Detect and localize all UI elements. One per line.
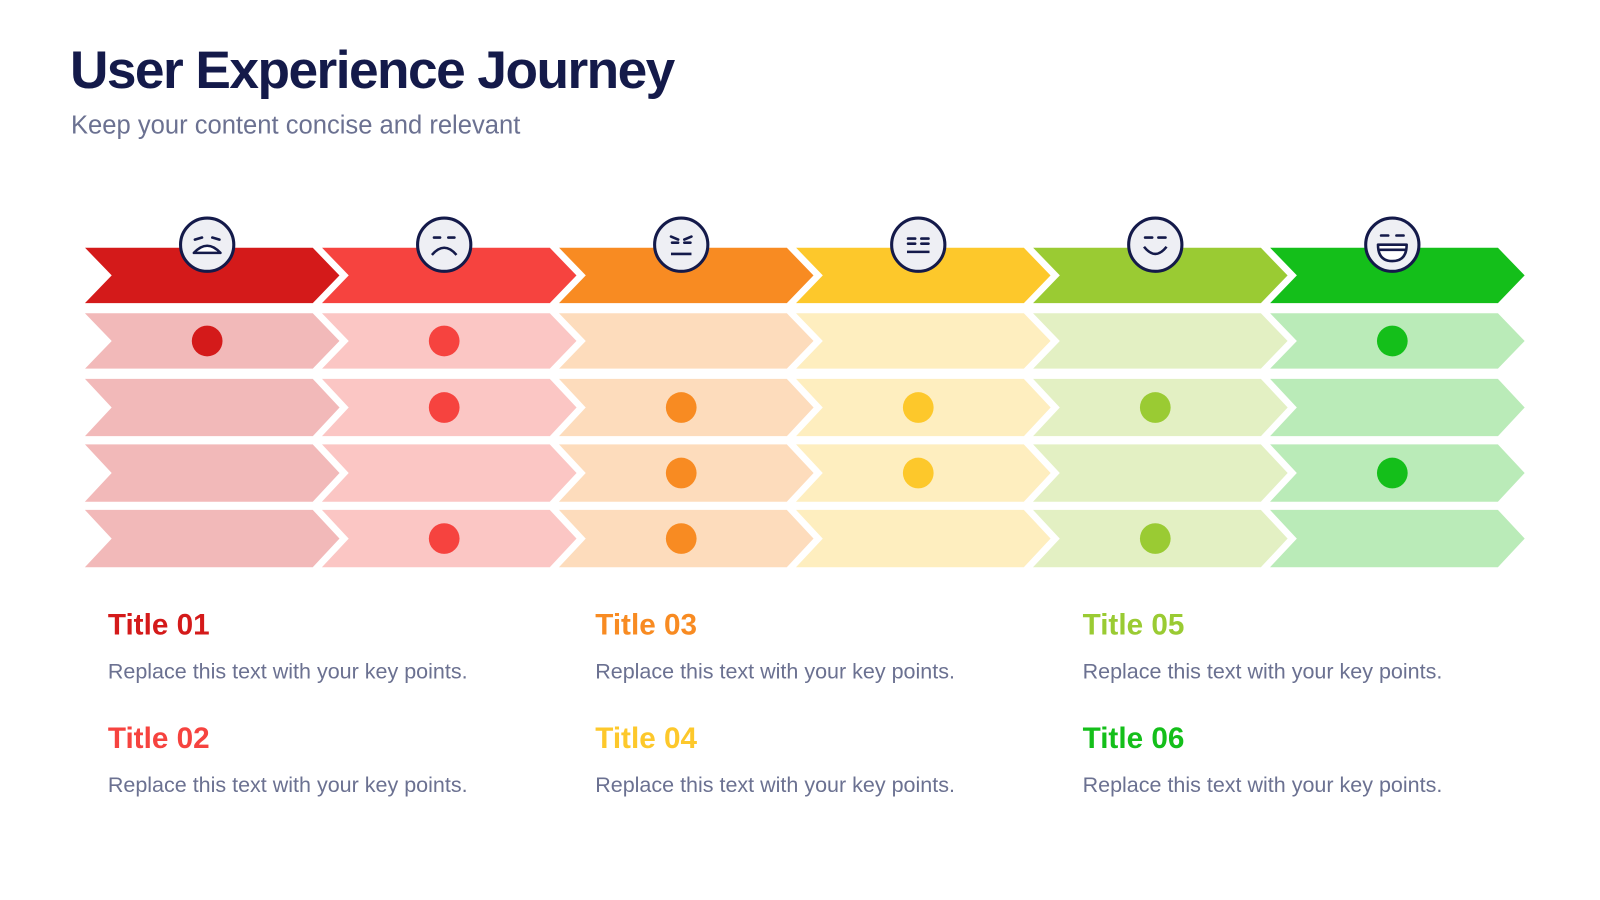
note-text: Replace this text with your key points. [595,659,955,683]
note-text: Replace this text with your key points. [595,773,955,797]
stage-cell [549,309,820,373]
stage-header [1260,243,1531,308]
stage-cell [1023,440,1294,506]
rating-dot [902,457,934,489]
notes: Title 01 Replace this text with your key … [108,608,1442,797]
stage-cell [1260,505,1531,572]
stage-header [75,243,346,308]
note-text: Replace this text with your key points. [1083,659,1443,683]
stage-cell [786,505,1057,572]
rating-dot [665,392,697,423]
stage-cell [1260,374,1531,441]
rating-dot [191,325,223,357]
emotion-face [416,216,473,273]
face-mouth [1143,245,1168,256]
note-title: Title 05 [1083,608,1185,641]
rating-dot [1376,325,1408,357]
rating-dot [665,523,697,554]
journey-grid [75,216,1531,572]
stage-header [549,243,820,308]
note-text: Replace this text with your key points. [108,659,468,683]
face-mouth [192,244,222,255]
note-title: Title 02 [108,722,210,755]
face-eyes [669,235,693,244]
note-text: Replace this text with your key points. [1083,773,1443,797]
stage-header [786,243,1057,308]
note-title: Title 01 [108,608,210,641]
note-title: Title 03 [595,608,697,641]
emotion-face [1127,216,1184,273]
rating-dot [1139,523,1171,554]
rating-dot [1139,392,1171,423]
rating-dot [428,392,460,423]
stage-header [312,243,583,308]
emotion-face [890,216,947,273]
stage-cell [1023,309,1294,373]
face-eyes [906,237,930,245]
title: User Experience Journey [70,41,676,100]
note-title: Title 06 [1083,722,1185,755]
stage-cell [75,505,346,572]
stage-cell [75,440,346,506]
stage-header [1023,243,1294,308]
rating-dot [1376,457,1408,489]
rating-dot [428,523,460,554]
stage-cell [75,374,346,441]
rating-dot [902,392,934,423]
face-eyes [193,236,221,241]
note-text: Replace this text with your key points. [108,773,468,797]
note-title: Title 04 [595,722,697,755]
stage-cell [786,309,1057,373]
subtitle: Keep your content concise and relevant [71,112,520,140]
emotion-face [653,216,710,273]
rating-dot [665,457,697,489]
face-mouth [1376,243,1408,263]
rating-dot [428,325,460,357]
face-mouth [430,246,458,256]
stage-cell [312,440,583,506]
